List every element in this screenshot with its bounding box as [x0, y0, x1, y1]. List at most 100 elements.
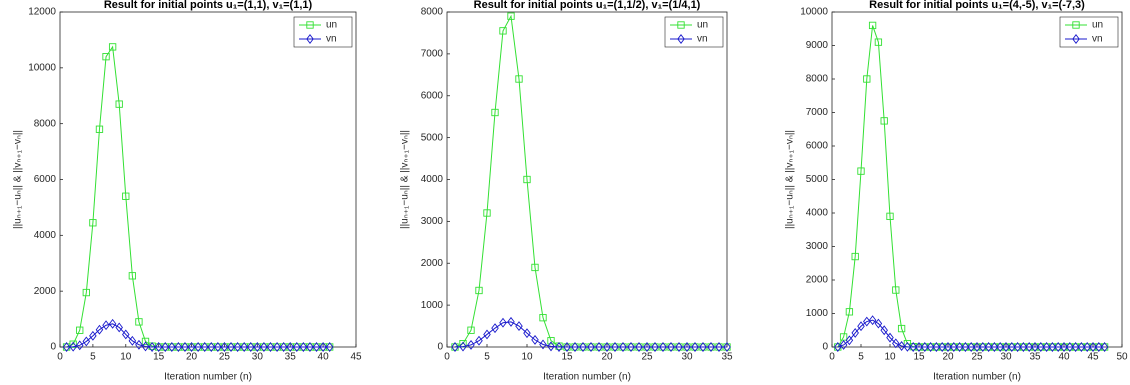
data-point — [75, 340, 84, 351]
data-point — [587, 342, 595, 352]
legend-marker — [306, 21, 314, 29]
data-point — [563, 342, 571, 352]
data-point — [299, 342, 308, 352]
data-point — [115, 100, 123, 108]
y-tick-label: 3000 — [806, 241, 829, 252]
data-point — [141, 337, 150, 346]
y-tick-label: 9000 — [806, 40, 829, 51]
data-point — [880, 117, 888, 125]
data-point — [967, 342, 975, 352]
data-point — [1002, 342, 1010, 352]
data-point — [1060, 342, 1068, 352]
data-point — [483, 329, 491, 340]
data-point — [531, 263, 539, 272]
x-tick-label: 0 — [829, 352, 835, 363]
data-point — [89, 219, 97, 227]
data-point — [973, 342, 981, 352]
legend-label: un — [697, 20, 708, 31]
chart-title: Result for initial points u₁=(4,-5), v₁=… — [869, 0, 1085, 11]
data-point — [996, 342, 1004, 352]
legend-label: vn — [1092, 34, 1103, 45]
y-tick-label: 1000 — [421, 300, 444, 311]
data-point — [260, 342, 268, 352]
data-point — [507, 12, 515, 20]
x-tick-label: 25 — [641, 352, 653, 363]
data-point — [69, 341, 77, 352]
data-point — [102, 53, 110, 61]
x-tick-label: 30 — [1000, 352, 1012, 363]
data-point — [539, 314, 547, 322]
legend-box — [664, 16, 724, 48]
x-tick-label: 15 — [561, 352, 573, 363]
x-tick-label: 20 — [942, 352, 954, 363]
data-point — [635, 342, 643, 352]
data-point — [82, 288, 90, 297]
y-tick-label: 0 — [437, 342, 443, 353]
y-axis-label: ||uₙ₊₁−uₙ|| & ||vₙ₊₁−vₙ|| — [785, 130, 796, 229]
data-point — [523, 175, 531, 184]
x-tick-label: 5 — [90, 352, 96, 363]
data-point — [984, 342, 993, 352]
x-tick-label: 10 — [521, 352, 533, 363]
data-point — [892, 338, 900, 349]
chart-title: Result for initial points u₁=(1,1/2), v₁… — [474, 0, 701, 11]
y-tick-label: 3000 — [421, 216, 444, 227]
data-point — [627, 342, 635, 352]
data-point — [95, 125, 104, 133]
y-tick-label: 4000 — [806, 208, 829, 219]
x-tick-label: 10 — [120, 352, 132, 363]
y-tick-label: 4000 — [34, 230, 57, 241]
data-point — [95, 324, 104, 335]
data-point — [868, 315, 877, 326]
x-tick-label: 20 — [186, 352, 198, 363]
legend-marker — [677, 34, 685, 44]
data-point — [1066, 342, 1074, 352]
data-point — [1089, 342, 1097, 352]
y-tick-label: 8000 — [34, 118, 57, 129]
data-point — [1100, 342, 1109, 352]
legend-marker — [1072, 21, 1080, 29]
data-point — [451, 342, 459, 352]
x-tick-label: 0 — [444, 352, 450, 363]
x-tick-label: 15 — [913, 352, 925, 363]
data-point — [89, 330, 97, 341]
data-point — [475, 335, 483, 346]
x-tick-label: 5 — [484, 352, 490, 363]
data-point — [325, 342, 334, 352]
y-tick-label: 7000 — [421, 49, 444, 60]
data-point — [306, 342, 314, 352]
legend-marker — [677, 21, 685, 29]
data-point — [214, 342, 222, 352]
data-point — [273, 342, 281, 352]
data-point — [1031, 342, 1039, 352]
y-tick-label: 8000 — [421, 7, 444, 18]
data-point — [279, 342, 288, 352]
y-tick-label: 10000 — [800, 7, 828, 18]
data-point — [531, 334, 539, 345]
data-point — [207, 342, 216, 352]
data-point — [467, 339, 475, 350]
data-point — [128, 272, 137, 280]
data-point — [1077, 342, 1086, 352]
data-point — [293, 342, 301, 352]
data-point — [839, 340, 848, 350]
legend-label: vn — [326, 34, 337, 45]
y-tick-label: 6000 — [806, 141, 829, 152]
data-point — [1095, 342, 1103, 352]
data-point — [220, 342, 229, 352]
y-tick-label: 1000 — [806, 308, 829, 319]
data-point — [659, 342, 667, 352]
legend-label: un — [1092, 20, 1103, 31]
data-point — [857, 167, 865, 175]
y-tick-label: 7000 — [806, 107, 829, 118]
data-point — [499, 27, 507, 35]
data-point — [851, 252, 859, 261]
data-point — [115, 322, 123, 333]
data-point — [102, 320, 110, 331]
data-point — [955, 342, 964, 352]
y-tick-label: 5000 — [421, 132, 444, 143]
data-point — [874, 318, 883, 329]
data-point — [227, 342, 235, 352]
data-point — [723, 342, 731, 352]
